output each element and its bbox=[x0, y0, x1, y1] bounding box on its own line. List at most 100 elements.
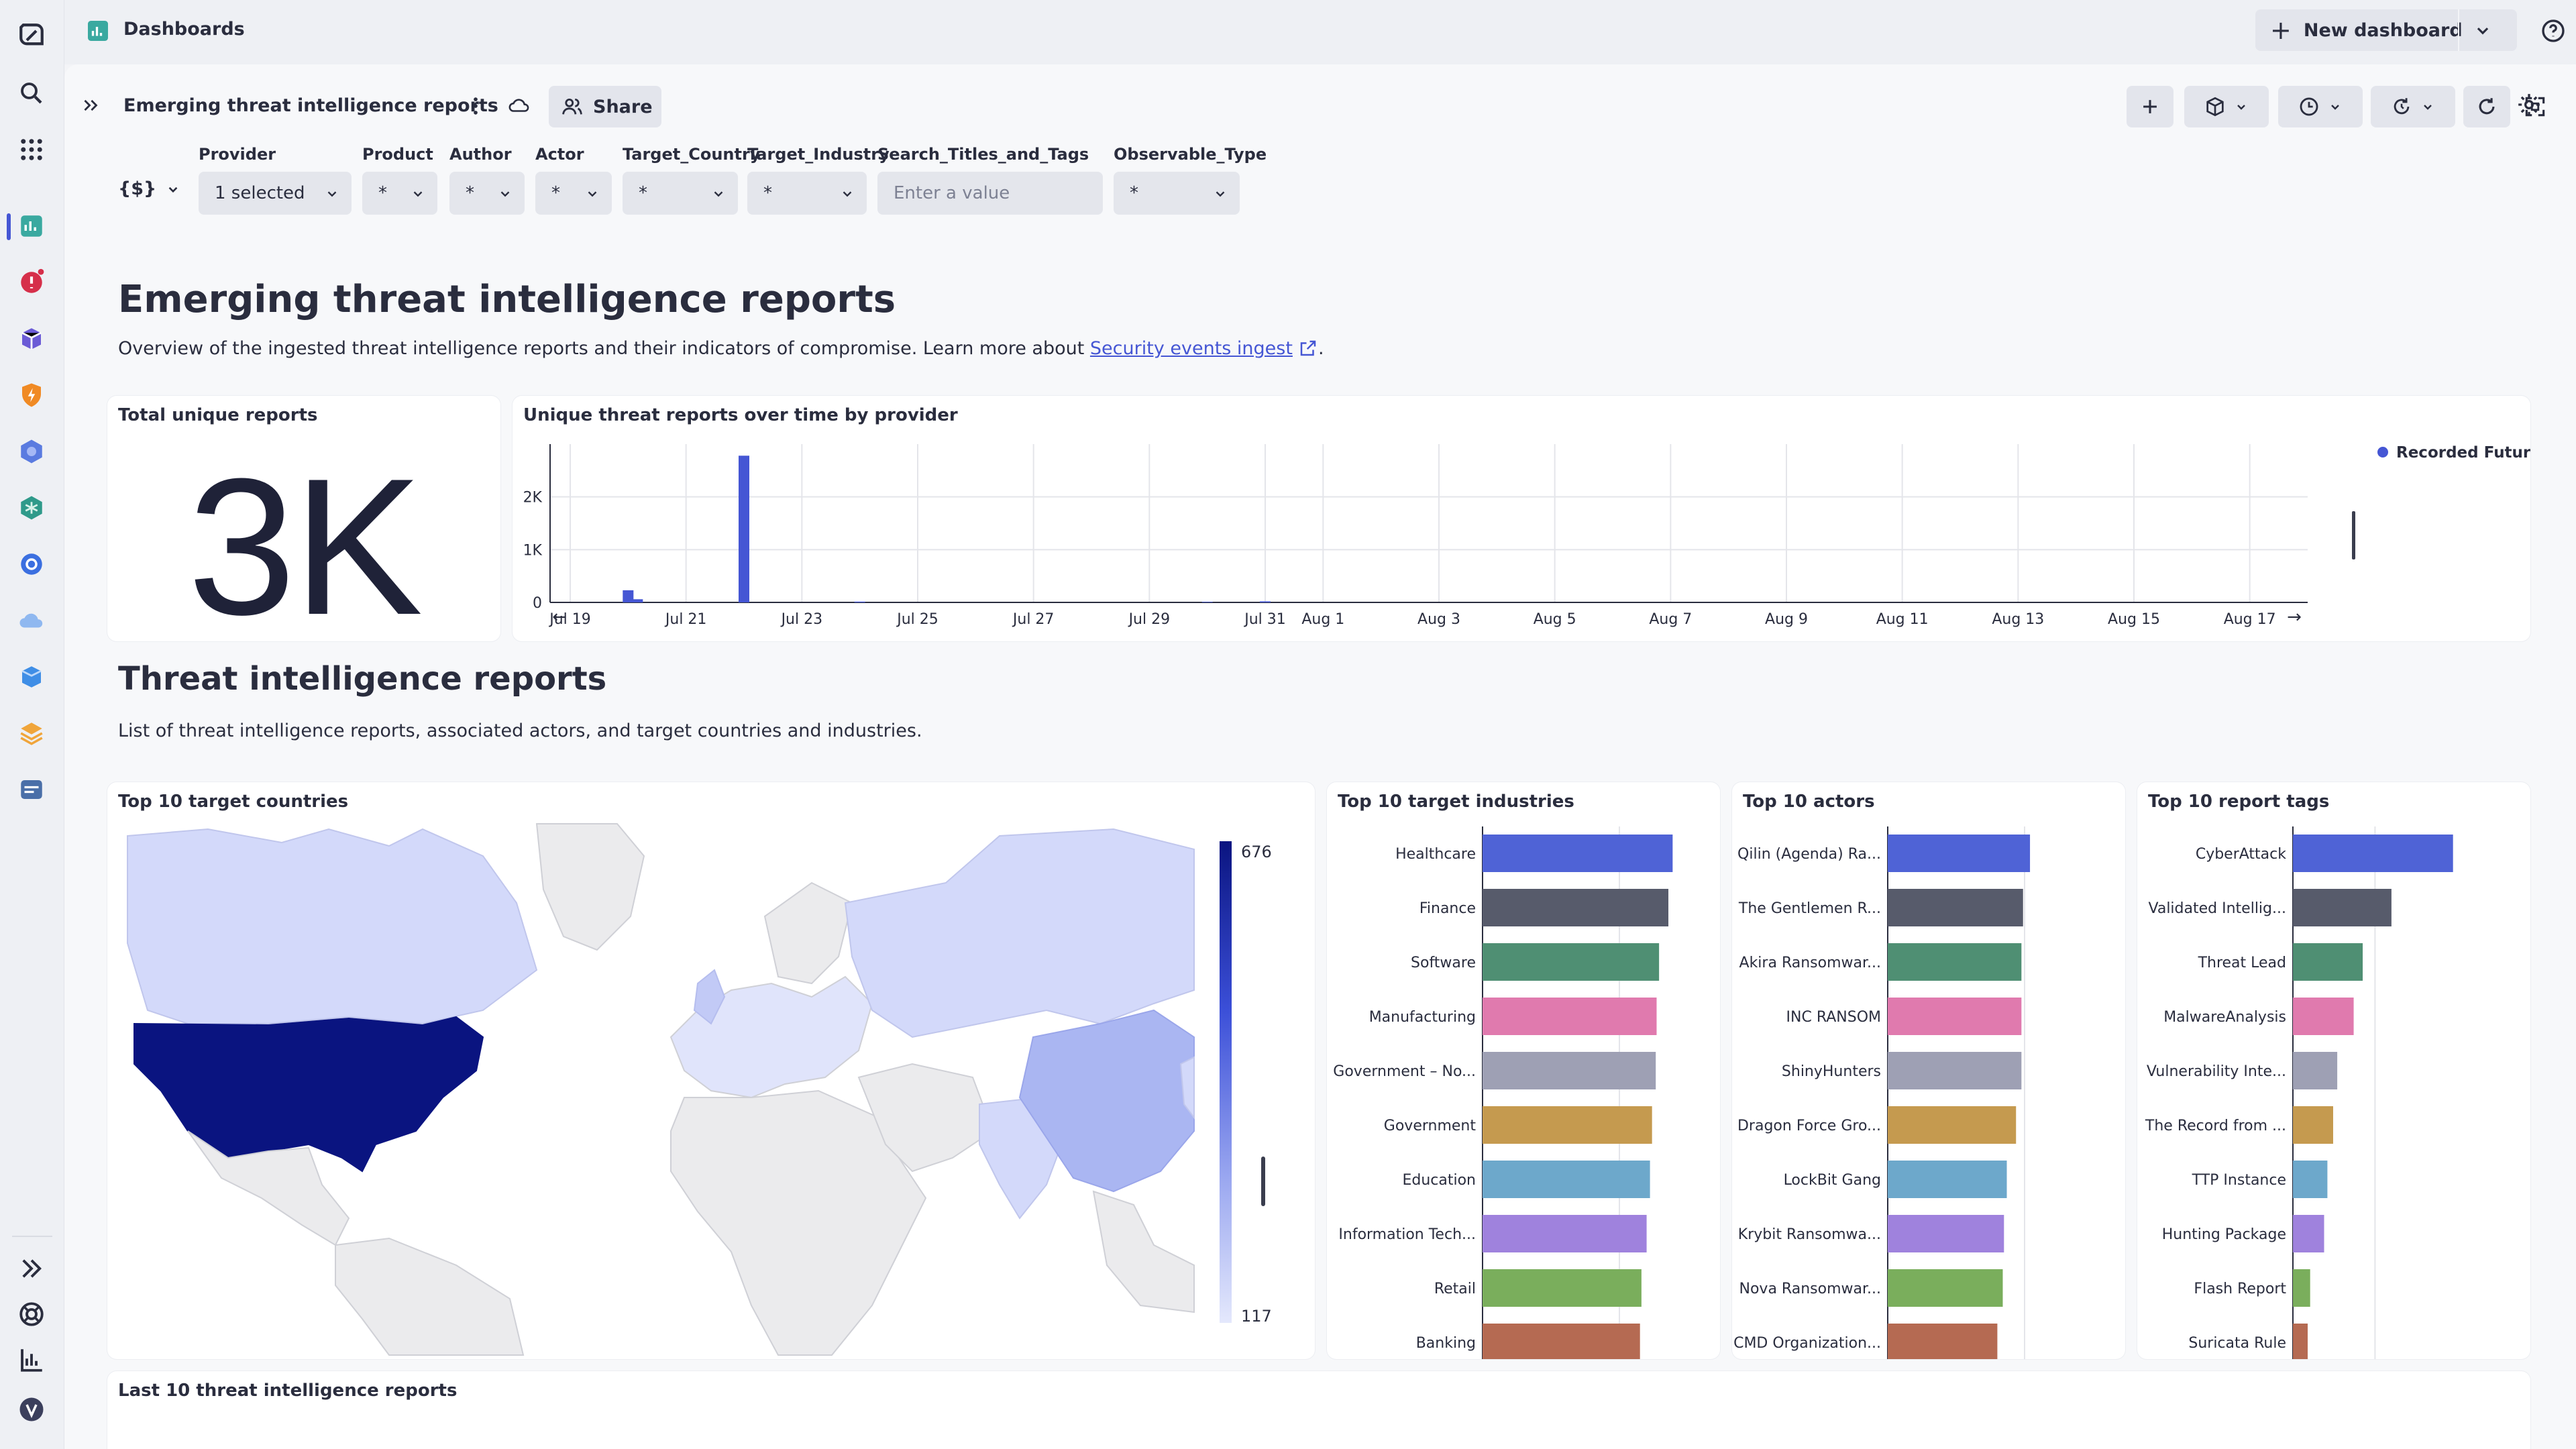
databases-app-icon[interactable] bbox=[16, 661, 47, 692]
map-region-middle-east[interactable] bbox=[857, 1063, 994, 1173]
security-app-icon[interactable] bbox=[16, 380, 47, 411]
chevron-down-icon[interactable] bbox=[2471, 19, 2494, 42]
dashboards-title-icon bbox=[88, 21, 108, 41]
bar bbox=[1483, 1215, 1647, 1252]
variables-button[interactable]: {$} bbox=[118, 178, 182, 199]
apps-grid-icon[interactable] bbox=[16, 134, 47, 165]
add-tile-button[interactable] bbox=[2127, 86, 2174, 127]
actor-filter[interactable]: * bbox=[535, 172, 612, 215]
dashboards-app-icon[interactable] bbox=[16, 211, 47, 241]
author-filter[interactable]: * bbox=[449, 172, 525, 215]
expand-rail-icon[interactable] bbox=[16, 1253, 47, 1284]
total-reports-value: 3K bbox=[187, 438, 423, 641]
bar bbox=[1888, 1106, 2017, 1144]
refresh-button[interactable] bbox=[2463, 86, 2510, 127]
kubernetes-app-icon[interactable] bbox=[16, 492, 47, 523]
map-region-mexico[interactable] bbox=[187, 1130, 350, 1246]
category-label: MalwareAnalysis bbox=[2163, 1009, 2286, 1026]
chart-scrollbar bbox=[2352, 511, 2355, 559]
target-industry-filter[interactable]: * bbox=[747, 172, 867, 215]
x-tick-label: Jul 19 bbox=[548, 611, 591, 628]
auto-refresh-button[interactable] bbox=[2371, 86, 2455, 127]
map-region-united-kingdom[interactable] bbox=[693, 969, 726, 1025]
category-label: Finance bbox=[1419, 900, 1476, 917]
target-country-filter[interactable]: * bbox=[623, 172, 738, 215]
more-options-icon[interactable] bbox=[464, 93, 487, 119]
time-bar bbox=[739, 455, 749, 602]
map-region-south-america[interactable] bbox=[335, 1237, 525, 1356]
top-target-industries-tile[interactable]: Top 10 target industries 1100HealthcareF… bbox=[1327, 782, 1720, 1359]
tile-title: Last 10 threat intelligence reports bbox=[118, 1381, 458, 1401]
map-region-southeast-asia[interactable] bbox=[1092, 1190, 1195, 1313]
tile-title: Top 10 report tags bbox=[2148, 792, 2330, 812]
infrastructure-app-icon[interactable] bbox=[16, 323, 47, 354]
dynatrace-logo-icon[interactable] bbox=[16, 20, 47, 51]
bar bbox=[2293, 1052, 2338, 1089]
chart-next-arrow: → bbox=[2287, 607, 2302, 627]
map-scrollbar[interactable] bbox=[1261, 1157, 1265, 1206]
chevron-down-icon bbox=[413, 191, 423, 197]
color-scale-bar bbox=[1220, 841, 1232, 1323]
new-dashboard-button[interactable]: + New dashboard bbox=[2255, 9, 2517, 51]
map-region-russia[interactable] bbox=[844, 828, 1195, 1038]
left-navigation-rail bbox=[0, 0, 64, 1449]
user-avatar-icon[interactable] bbox=[16, 1394, 47, 1425]
total-reports-tile[interactable]: Total unique reports 3K bbox=[107, 396, 500, 641]
support-icon[interactable] bbox=[16, 1299, 47, 1330]
map-region-africa[interactable] bbox=[670, 1089, 927, 1356]
plus-icon: + bbox=[2270, 15, 2292, 45]
bar bbox=[1483, 1324, 1640, 1359]
tile-title: Total unique reports bbox=[118, 405, 318, 425]
services-app-icon[interactable] bbox=[16, 549, 47, 580]
observable-type-filter[interactable]: * bbox=[1114, 172, 1240, 215]
map-region-greenland[interactable] bbox=[535, 823, 645, 951]
segments-button[interactable] bbox=[2184, 86, 2269, 127]
logs-app-icon[interactable] bbox=[16, 718, 47, 749]
map-region-japan[interactable] bbox=[1179, 1056, 1195, 1120]
product-filter-value: * bbox=[378, 183, 387, 203]
top-tags-bar-chart: 01KCyberAttackValidated Intellig...Threa… bbox=[2145, 826, 2453, 1359]
reports-over-time-tile[interactable]: Unique threat reports over time by provi… bbox=[513, 396, 2530, 641]
dashboard-name[interactable]: Emerging threat intelligence reports bbox=[123, 95, 498, 116]
map-region-china[interactable] bbox=[1018, 1009, 1195, 1193]
help-icon[interactable] bbox=[2540, 17, 2567, 44]
external-link-icon[interactable] bbox=[1298, 338, 1318, 358]
filter-label-search-titles: Search_Titles_and_Tags bbox=[877, 145, 1089, 164]
category-label: Retail bbox=[1434, 1281, 1476, 1297]
category-label: Vulnerability Inte... bbox=[2147, 1063, 2286, 1080]
cloud-app-icon[interactable] bbox=[16, 605, 47, 636]
product-filter[interactable]: * bbox=[362, 172, 437, 215]
bar bbox=[2293, 1106, 2333, 1144]
settings-button[interactable] bbox=[2516, 91, 2546, 122]
bar bbox=[1483, 943, 1660, 981]
map-region-scandinavia[interactable] bbox=[763, 881, 853, 985]
intro-title: Emerging threat intelligence reports bbox=[118, 278, 896, 321]
security-events-ingest-link[interactable]: Security events ingest bbox=[1089, 338, 1293, 359]
top-actors-tile[interactable]: Top 10 actors 1100Qilin (Agenda) Ra...Th… bbox=[1732, 782, 2125, 1359]
refresh-icon bbox=[2479, 98, 2495, 115]
provider-filter[interactable]: 1 selected bbox=[199, 172, 352, 215]
category-label: Validated Intellig... bbox=[2149, 900, 2287, 917]
bar bbox=[1888, 1215, 2004, 1252]
bar bbox=[1888, 1324, 1998, 1359]
category-label: Nova Ransomwar... bbox=[1739, 1281, 1881, 1297]
cube-icon bbox=[2206, 97, 2224, 117]
provider-filter-value: 1 selected bbox=[215, 183, 305, 203]
last-reports-tile[interactable]: Last 10 threat intelligence reports bbox=[107, 1371, 2530, 1449]
bar bbox=[1483, 1269, 1642, 1307]
timeframe-button[interactable] bbox=[2278, 86, 2363, 127]
storage-app-icon[interactable] bbox=[16, 774, 47, 805]
filter-label-target-country: Target_Country bbox=[623, 145, 761, 164]
whats-new-icon[interactable] bbox=[16, 1344, 47, 1375]
expand-sidebar-icon[interactable] bbox=[79, 94, 102, 117]
problems-app-icon[interactable] bbox=[16, 267, 47, 298]
search-titles-input[interactable]: Enter a value bbox=[877, 172, 1103, 215]
top-target-countries-tile[interactable]: Top 10 target countries bbox=[107, 782, 1315, 1359]
share-button[interactable]: Share bbox=[549, 86, 661, 127]
map-region-europe[interactable] bbox=[669, 975, 873, 1099]
workflows-app-icon[interactable] bbox=[16, 436, 47, 467]
map-region-canada[interactable] bbox=[127, 828, 538, 1025]
top-report-tags-tile[interactable]: Top 10 report tags 01KCyberAttackValidat… bbox=[2137, 782, 2530, 1359]
chevron-down-icon bbox=[327, 191, 337, 197]
search-icon[interactable] bbox=[16, 78, 47, 109]
